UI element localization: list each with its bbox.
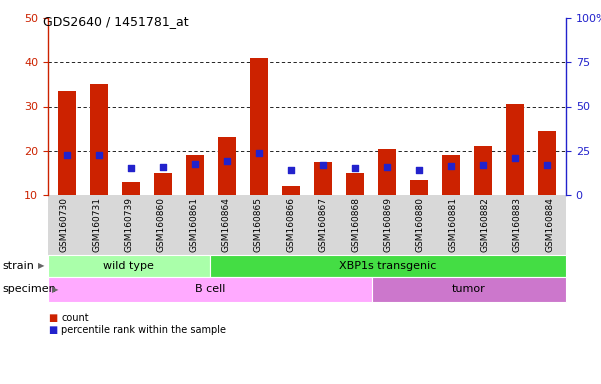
Point [446, 163, 456, 169]
Text: GSM160861: GSM160861 [189, 197, 198, 253]
Bar [123, 182, 140, 195]
Text: GSM160881: GSM160881 [448, 197, 457, 253]
Bar [410, 179, 428, 195]
Text: wild type: wild type [103, 261, 154, 271]
Text: GSM160880: GSM160880 [416, 197, 425, 253]
Text: GSM160869: GSM160869 [383, 197, 392, 253]
Text: GSM160867: GSM160867 [319, 197, 328, 253]
Point [126, 166, 136, 172]
Text: ■: ■ [48, 325, 57, 335]
Bar [58, 91, 76, 195]
Bar [538, 131, 555, 195]
Text: GDS2640 / 1451781_at: GDS2640 / 1451781_at [43, 15, 189, 28]
Text: specimen: specimen [2, 285, 56, 295]
Point [414, 167, 424, 173]
Text: GSM160865: GSM160865 [254, 197, 263, 253]
Text: GSM160866: GSM160866 [286, 197, 295, 253]
Bar [346, 173, 364, 195]
Text: GSM160868: GSM160868 [351, 197, 360, 253]
Text: GSM160864: GSM160864 [222, 197, 231, 252]
Point [191, 161, 200, 167]
Text: percentile rank within the sample: percentile rank within the sample [61, 325, 226, 335]
Point [63, 152, 72, 158]
Point [382, 164, 392, 170]
Point [222, 158, 232, 164]
Text: GSM160731: GSM160731 [92, 197, 101, 253]
Bar [442, 155, 460, 195]
Text: tumor: tumor [452, 285, 486, 295]
Text: strain: strain [2, 261, 34, 271]
Point [286, 167, 296, 173]
Bar [90, 84, 108, 195]
Bar [218, 137, 236, 195]
Text: ▶: ▶ [52, 285, 58, 294]
Point [254, 149, 264, 156]
Text: count: count [61, 313, 89, 323]
Text: GSM160884: GSM160884 [545, 197, 554, 252]
Text: B cell: B cell [195, 285, 225, 295]
Text: GSM160730: GSM160730 [59, 197, 69, 253]
Text: GSM160739: GSM160739 [124, 197, 133, 253]
Point [318, 162, 328, 168]
Bar [378, 149, 395, 195]
Point [542, 162, 552, 168]
Point [94, 152, 104, 158]
Text: GSM160860: GSM160860 [157, 197, 166, 253]
Bar [506, 104, 523, 195]
Point [158, 164, 168, 170]
Text: XBP1s transgenic: XBP1s transgenic [339, 261, 436, 271]
Bar [186, 155, 204, 195]
Bar [474, 146, 492, 195]
Text: GSM160883: GSM160883 [513, 197, 522, 253]
Point [478, 162, 487, 168]
Point [510, 155, 520, 161]
Bar [250, 58, 268, 195]
Text: ■: ■ [48, 313, 57, 323]
Bar [282, 186, 300, 195]
Bar [314, 162, 332, 195]
Point [350, 164, 360, 170]
Text: GSM160882: GSM160882 [481, 197, 490, 252]
Text: ▶: ▶ [38, 262, 44, 270]
Bar [154, 173, 172, 195]
